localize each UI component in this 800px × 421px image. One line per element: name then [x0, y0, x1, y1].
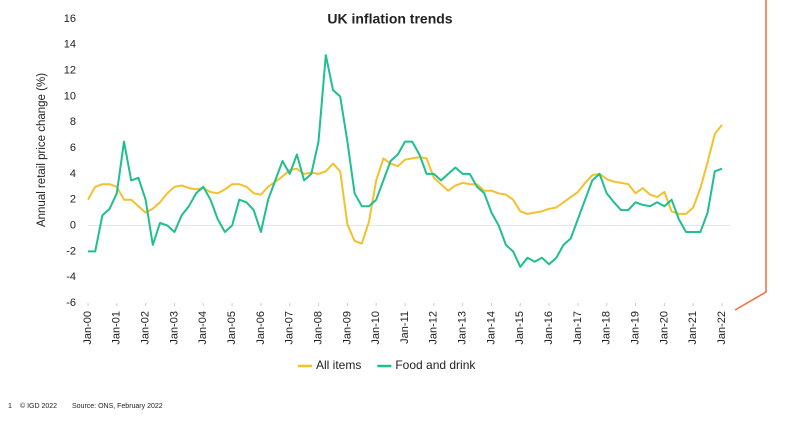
x-tick-label: Jan-22	[716, 311, 728, 345]
x-tick-label: Jan-16	[543, 311, 555, 345]
x-tick-label: Jan-02	[140, 311, 152, 345]
source: Source: ONS, February 2022	[72, 403, 163, 410]
x-tick-label: Jan-12	[428, 311, 440, 345]
y-tick-label: 10	[64, 90, 76, 102]
y-tick-label: 2	[70, 194, 76, 206]
legend-label: All items	[316, 358, 361, 372]
x-tick-label: Jan-20	[658, 311, 670, 345]
y-tick-label: -2	[66, 245, 76, 257]
x-tick-label: Jan-21	[687, 311, 699, 345]
x-tick-label: Jan-18	[601, 311, 613, 345]
y-tick-label: 4	[70, 168, 76, 180]
x-tick-label: Jan-13	[457, 311, 469, 345]
y-tick-label: 12	[64, 65, 76, 77]
x-tick-label: Jan-08	[312, 311, 324, 345]
x-tick-label: Jan-05	[226, 311, 238, 345]
y-tick-label: -6	[66, 297, 76, 309]
x-tick-label: Jan-01	[111, 311, 123, 345]
x-tick-label: Jan-19	[629, 311, 641, 345]
page-number: 1	[8, 403, 12, 410]
copyright: © IGD 2022	[20, 402, 57, 410]
x-tick-label: Jan-09	[341, 311, 353, 345]
x-tick-label: Jan-10	[370, 311, 382, 345]
x-tick-label: Jan-17	[572, 311, 584, 345]
decor-line	[734, 0, 767, 311]
series-line	[88, 54, 723, 268]
y-tick-label: -4	[66, 271, 76, 283]
chart-title: UK inflation trends	[327, 11, 452, 27]
x-tick-label: Jan-07	[284, 311, 296, 345]
x-tick-label: Jan-04	[197, 311, 209, 345]
legend-label: Food and drink	[395, 358, 476, 372]
x-tick-label: Jan-03	[168, 311, 180, 345]
y-axis-label: Annual retail price change (%)	[36, 73, 48, 227]
x-tick-label: Jan-15	[514, 311, 526, 345]
y-tick-label: 0	[70, 219, 76, 231]
y-tick-label: 14	[64, 39, 76, 51]
x-tick-label: Jan-00	[82, 311, 94, 345]
y-tick-label: 8	[70, 116, 76, 128]
series-line	[87, 124, 723, 245]
y-tick-label: 6	[70, 142, 76, 154]
x-tick-label: Jan-06	[255, 311, 267, 345]
x-tick-label: Jan-14	[485, 311, 497, 345]
y-tick-label: 16	[64, 13, 76, 25]
x-tick-label: Jan-11	[399, 311, 411, 344]
